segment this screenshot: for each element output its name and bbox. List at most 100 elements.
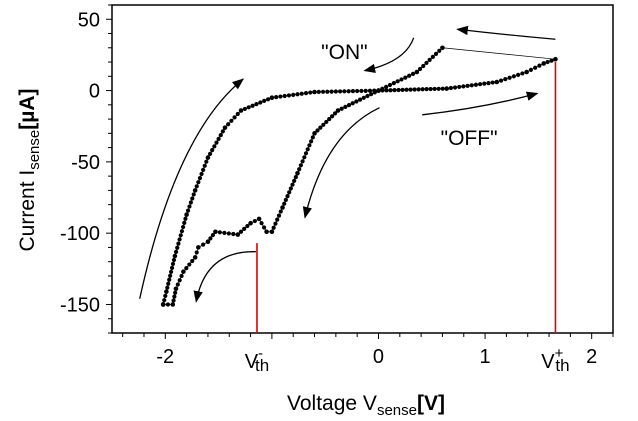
data-point [269,95,275,100]
data-point [384,84,389,89]
data-point [355,88,360,94]
data-point [231,231,236,237]
data-point [170,261,176,267]
connector-line [442,47,556,60]
data-point [339,106,344,111]
data-marks [160,45,558,333]
data-point [395,79,400,84]
data-point [295,170,300,176]
data-point [256,216,262,222]
state-label: "OFF" [441,127,498,150]
data-point [177,278,182,283]
data-point [320,89,326,94]
data-point [302,155,307,160]
data-point [327,116,332,122]
data-point [350,101,355,106]
data-point [359,88,364,94]
data-point [178,233,183,238]
data-point [269,229,275,235]
data-point [165,285,170,290]
state-label: "ON" [321,41,367,64]
data-point [312,89,317,95]
data-point [181,269,186,274]
series-line [162,58,556,305]
data-point [478,82,483,87]
data-point [292,178,297,183]
data-point [205,155,211,160]
data-point [354,99,359,104]
data-point [192,255,198,260]
data-point [315,128,320,133]
data-point [182,220,187,226]
data-point [194,184,199,189]
data-point [175,245,180,250]
data-point [388,88,393,93]
data-point [167,277,172,282]
data-point [283,197,288,202]
data-point [184,266,189,271]
direction-arrow [422,91,539,116]
data-point [274,95,279,100]
data-point [350,89,356,94]
data-point [173,286,179,292]
data-point [252,218,257,224]
data-point [183,216,188,221]
data-point [180,224,186,230]
data-point [245,223,250,229]
data-point [210,232,216,238]
data-point [293,174,298,180]
data-point [282,93,287,99]
data-point [461,84,466,89]
data-point [330,114,335,119]
data-point [196,245,201,250]
data-point [410,71,416,76]
data-point [172,294,177,299]
data-point [325,89,330,94]
y-tick-label: -150 [60,294,100,316]
data-point [273,221,278,226]
data-point [171,298,176,303]
data-point [192,188,198,193]
x-tick-label: -2 [156,346,174,368]
data-point [436,86,441,91]
data-point [333,89,338,94]
direction-arrow [456,25,556,40]
data-point [222,230,227,235]
data-point [287,190,292,195]
data-point [417,66,423,72]
data-point [278,94,283,99]
data-point [396,87,401,93]
data-point [507,75,512,80]
data-point [235,232,241,237]
data-point [173,249,179,254]
data-point [169,265,175,270]
data-point [312,131,317,136]
data-point [511,74,516,79]
data-point [520,71,525,76]
data-point [440,86,445,91]
data-point [168,273,173,278]
threshold-label: V+ th [541,345,569,375]
data-point [391,81,396,86]
y-axis-label: Current Isense[µA] [16,89,43,252]
data-point [403,75,408,80]
data-point [184,212,189,217]
data-point [533,65,538,70]
x-tick-label: 1 [480,346,491,368]
data-point [424,87,429,92]
data-point [469,83,474,88]
direction-arrow [363,37,415,73]
data-point [205,239,211,245]
data-point [288,186,293,191]
data-point [187,204,192,209]
data-point [310,135,315,140]
data-point [172,253,178,259]
data-point [261,225,267,230]
data-point [160,302,166,307]
data-point [164,289,169,294]
data-point [303,151,309,156]
data-point [384,88,389,93]
x-tick-label: 0 [373,346,384,368]
data-point [498,78,504,83]
